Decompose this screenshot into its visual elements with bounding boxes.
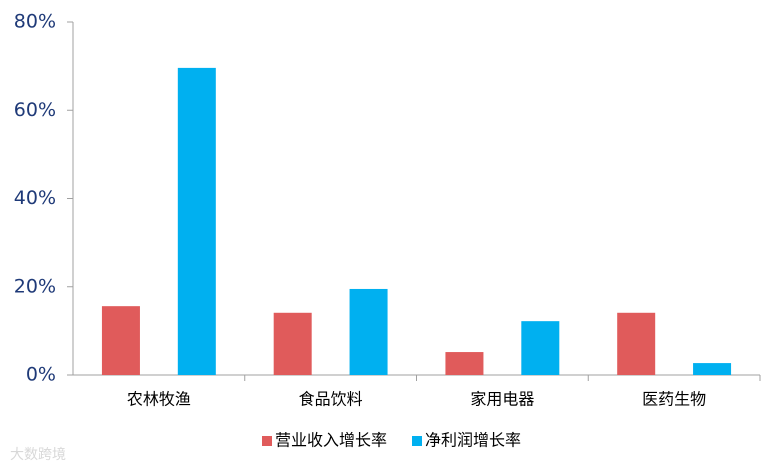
x-tick-label: 医药生物 — [642, 390, 706, 409]
y-tick-label: 20% — [14, 275, 56, 297]
legend-label: 净利润增长率 — [425, 431, 521, 450]
y-tick-label: 40% — [14, 187, 56, 209]
bar — [349, 288, 388, 375]
bar — [445, 352, 484, 375]
bar — [177, 67, 216, 375]
legend-label: 营业收入增长率 — [275, 431, 387, 450]
bar — [101, 306, 140, 375]
x-tick-label: 农林牧渔 — [127, 390, 191, 409]
y-tick-label: 60% — [14, 99, 56, 121]
x-tick-label: 食品饮料 — [299, 390, 363, 409]
watermark: 大数跨境 — [10, 447, 66, 463]
y-tick-label: 0% — [26, 364, 56, 386]
bar — [273, 312, 312, 375]
y-tick-label: 80% — [14, 11, 56, 33]
bar — [617, 312, 656, 375]
x-tick-label: 家用电器 — [470, 390, 534, 409]
bar — [521, 321, 560, 375]
legend-swatch — [262, 436, 272, 446]
bar — [693, 363, 732, 375]
legend-swatch — [412, 436, 422, 446]
